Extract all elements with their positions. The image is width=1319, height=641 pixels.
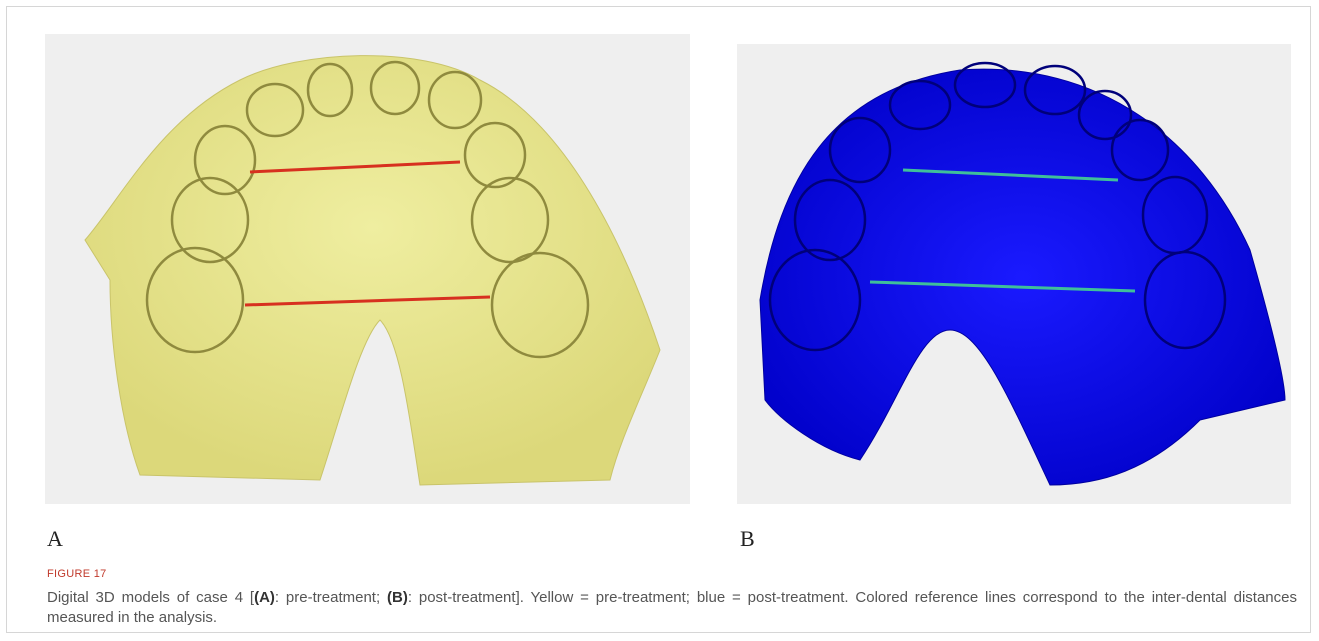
page: A B FIGURE 17 Digital 3D models of case … bbox=[0, 0, 1319, 641]
panel-label: B bbox=[740, 526, 755, 552]
figure-label: FIGURE 17 bbox=[47, 568, 107, 580]
caption-bold: (A) bbox=[254, 589, 275, 606]
panel-label: A bbox=[47, 526, 63, 552]
figure-images bbox=[0, 0, 1319, 520]
caption-text: Digital 3D models of case 4 [ bbox=[47, 589, 254, 606]
caption-bold: (B) bbox=[387, 589, 408, 606]
figure-caption: Digital 3D models of case 4 [(A): pre-tr… bbox=[47, 588, 1297, 628]
caption-text: : pre-treatment; bbox=[275, 589, 387, 606]
